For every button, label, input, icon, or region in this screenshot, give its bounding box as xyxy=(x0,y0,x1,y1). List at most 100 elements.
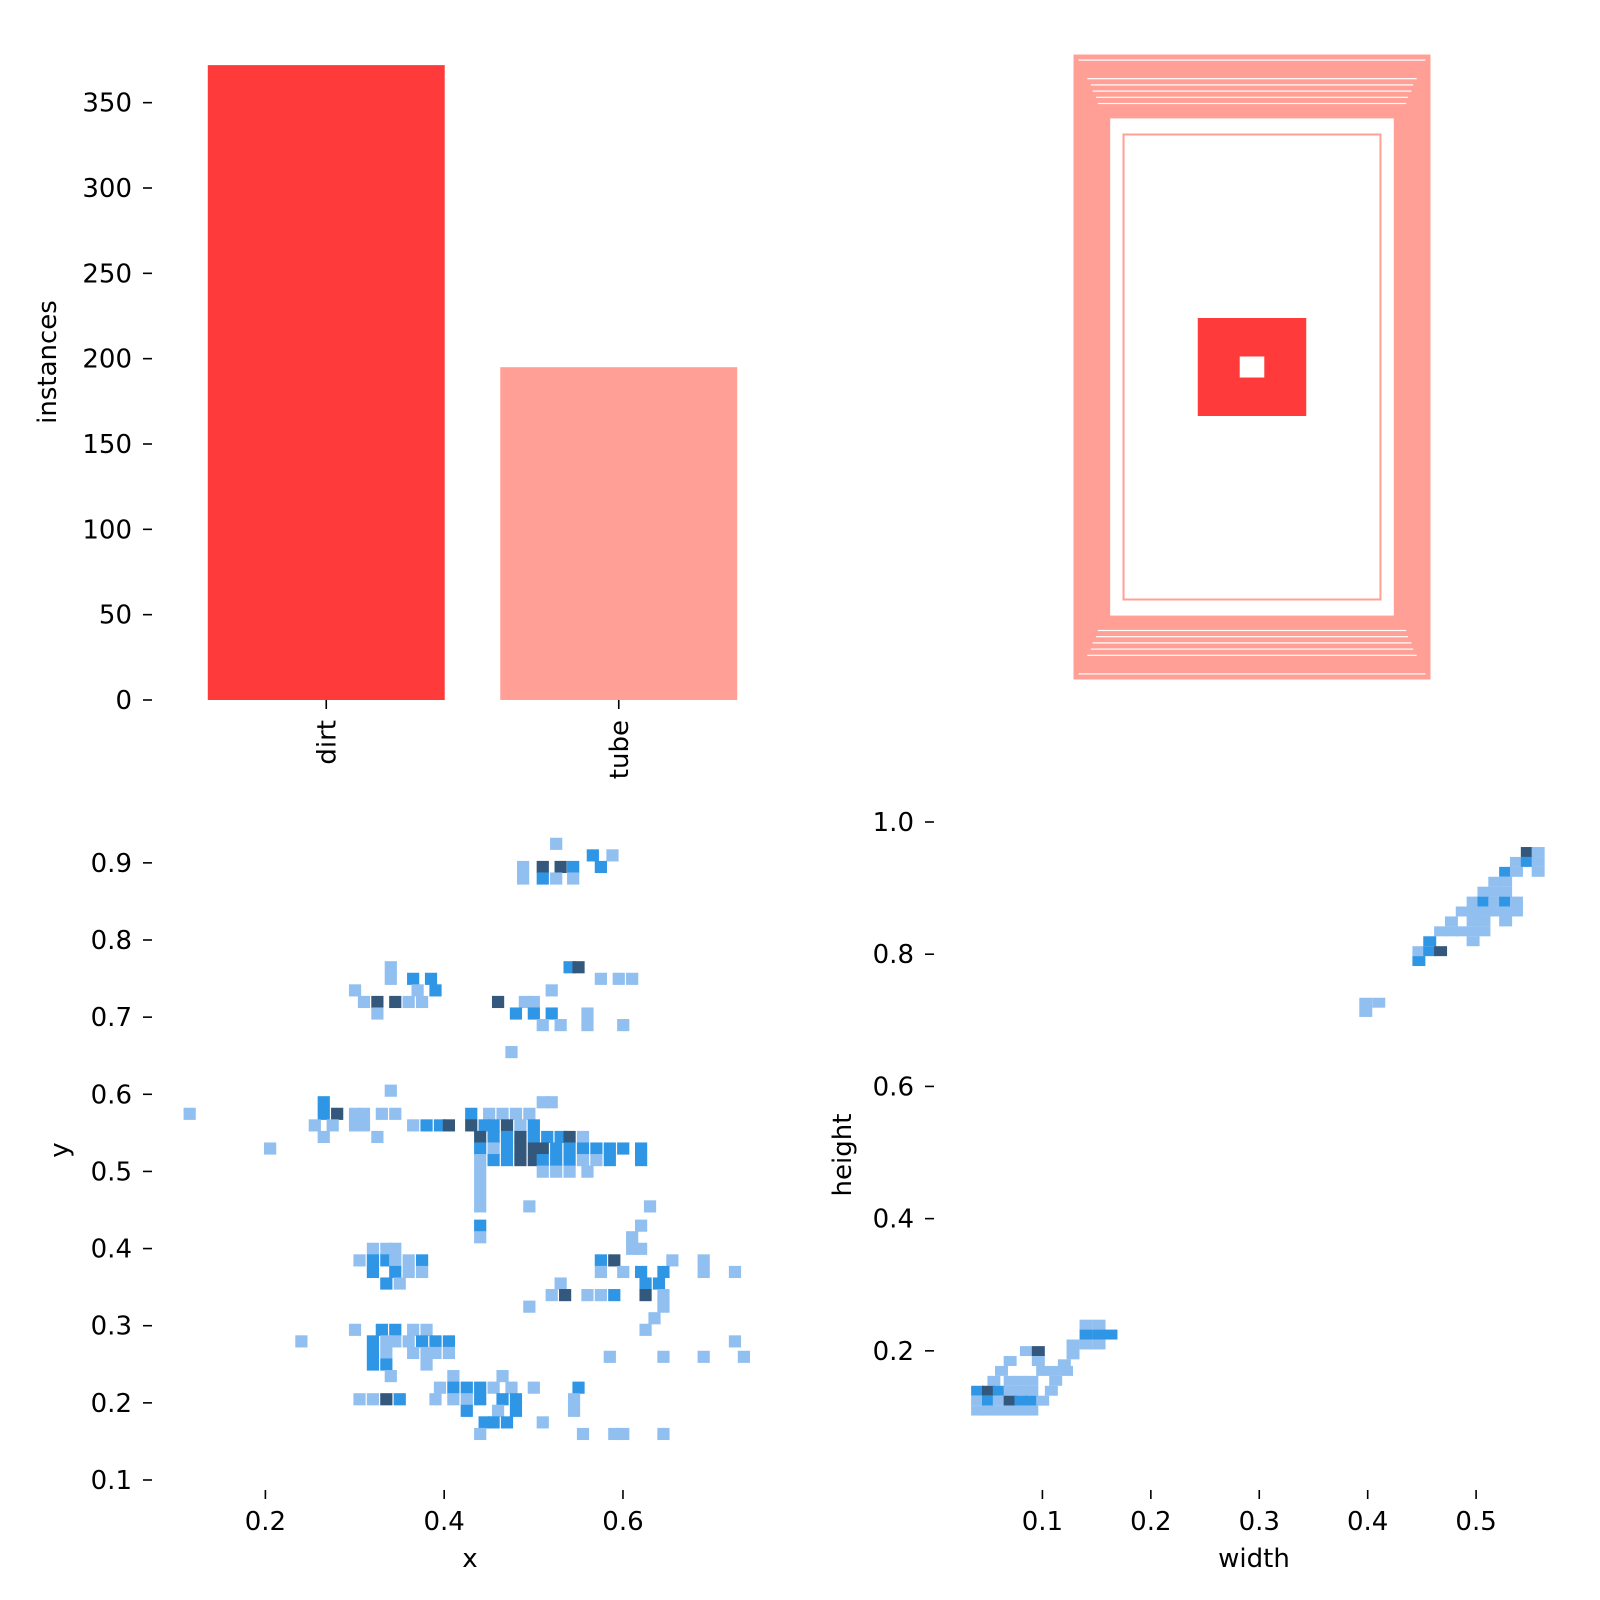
xy-hist-cell xyxy=(634,1154,648,1167)
xy-hist-cell xyxy=(500,1119,514,1132)
wh-hist-cell xyxy=(1019,1346,1033,1357)
xy-hist-cell xyxy=(606,849,619,862)
xy-hist-cell xyxy=(442,1119,456,1132)
xy-hist-cell xyxy=(652,1277,666,1290)
xy-hist-cell xyxy=(581,1019,594,1032)
class-count-bar-chart: 0 50 100 150 200 250 300 350 dirt tube instances xyxy=(33,65,738,779)
xy-hist-cell xyxy=(657,1427,670,1441)
xy-hist-cell xyxy=(483,1107,496,1120)
xy-hist-cell xyxy=(380,1393,393,1406)
wh-hist-cell xyxy=(1520,856,1534,867)
box-overlay-marks xyxy=(1073,54,1431,680)
bar-y-tick-label: 300 xyxy=(82,174,132,204)
wh-hist-cell xyxy=(992,1385,1006,1396)
wh-hist-cell xyxy=(1423,936,1437,947)
xy-hist-cell xyxy=(516,872,530,885)
xy-hist-cell xyxy=(317,1096,330,1109)
xy-hist-cell xyxy=(505,1381,518,1394)
bar-y-axis-ticks: 0 50 100 150 200 250 300 350 xyxy=(82,89,152,716)
wh-hist-cell xyxy=(1509,866,1523,877)
xy-hist-cell xyxy=(487,1154,500,1167)
xy-histogram-cells xyxy=(183,837,751,1441)
wh-hist-cell xyxy=(981,1405,995,1416)
xy-hist-cell xyxy=(523,1107,536,1120)
xy-hist-cell xyxy=(460,1381,473,1394)
xy-hist-cell xyxy=(567,860,580,874)
box-overlay-chart xyxy=(1073,54,1431,680)
large-box-outline xyxy=(1080,70,1424,664)
wh-hist-cell xyxy=(1509,896,1523,907)
xy-hist-cell xyxy=(554,1019,567,1032)
xy-hist-cell xyxy=(536,872,549,885)
xy-hist-cell xyxy=(603,1154,616,1167)
wh-hist-cell xyxy=(971,1385,985,1396)
wh-hist-cell xyxy=(971,1395,985,1406)
xy-hist-cell xyxy=(666,1254,679,1267)
xy-y-axis-ticks: 0.1 0.2 0.3 0.4 0.5 0.6 0.7 0.8 0.9 xyxy=(91,849,152,1496)
wh-y-axis-label: height xyxy=(828,1114,858,1197)
large-box-outline xyxy=(1082,73,1422,661)
xy-hist-cell xyxy=(608,1254,621,1267)
large-box-outline xyxy=(1101,110,1403,624)
wh-x-tick-label: 0.2 xyxy=(1130,1507,1171,1537)
wh-hist-cell xyxy=(1003,1405,1017,1416)
xy-hist-cell xyxy=(509,1007,523,1020)
xy-hist-cell xyxy=(536,1154,549,1167)
xy-hist-cell xyxy=(509,1393,523,1406)
wh-hist-cell xyxy=(1014,1395,1028,1406)
xy-hist-cell xyxy=(491,1404,505,1417)
wh-hist-cell xyxy=(1092,1329,1106,1340)
wh-y-tick-label: 1.0 xyxy=(873,808,914,838)
wh-hist-cell xyxy=(1014,1385,1028,1396)
bar-y-tick-label: 350 xyxy=(82,89,132,119)
xy-y-tick-label: 0.6 xyxy=(91,1080,132,1110)
xy-x-tick-label: 0.6 xyxy=(602,1507,643,1537)
xy-hist-cell xyxy=(331,1107,344,1120)
xy-hist-cell xyxy=(407,1323,420,1336)
xy-hist-cell xyxy=(545,1007,558,1020)
wh-hist-cell xyxy=(1531,847,1545,857)
bar-dirt xyxy=(207,65,445,701)
wh-hist-cell xyxy=(1025,1395,1039,1406)
xy-hist-cell xyxy=(594,860,607,874)
xy-hist-cell xyxy=(567,1404,581,1417)
xy-hist-cell xyxy=(491,995,505,1009)
xy-hist-cell xyxy=(603,1142,616,1155)
xy-hist-cell xyxy=(639,1323,652,1336)
small-box-outline xyxy=(1234,351,1270,383)
xy-hist-cell xyxy=(550,837,563,850)
wh-hist-cell xyxy=(1057,1359,1071,1370)
xy-hist-cell xyxy=(308,1119,321,1132)
xy-hist-cell xyxy=(366,1358,380,1371)
xy-hist-cell xyxy=(375,1107,388,1120)
large-box-outline xyxy=(1092,97,1412,637)
xy-y-tick-label: 0.9 xyxy=(91,849,132,879)
xy-x-axis-ticks: 0.2 0.4 0.6 xyxy=(245,1490,644,1537)
wh-hist-cell xyxy=(1036,1365,1050,1376)
xy-hist-cell xyxy=(429,1335,442,1348)
large-box-outline xyxy=(1103,113,1401,621)
xy-hist-cell xyxy=(594,1289,607,1302)
xy-hist-cell xyxy=(509,1404,523,1417)
xy-y-tick-label: 0.8 xyxy=(91,926,132,956)
wh-hist-cell xyxy=(1044,1385,1058,1396)
xy-histogram-chart: 0.2 0.4 0.6 0.10.20.30.40.50.60.70.80.9 x … xyxy=(45,837,751,1574)
xy-y-tick-label: 0.7 xyxy=(91,1003,132,1033)
wh-hist-cell xyxy=(1104,1329,1118,1340)
xy-hist-cell xyxy=(402,995,415,1009)
xy-hist-cell xyxy=(402,1254,415,1267)
xy-hist-cell xyxy=(317,1107,330,1120)
xy-hist-cell xyxy=(496,1393,509,1406)
wh-x-axis-label: width xyxy=(1218,1544,1290,1574)
xy-hist-cell xyxy=(536,1416,549,1429)
xy-hist-cell xyxy=(527,1007,540,1020)
xy-hist-cell xyxy=(567,1393,581,1406)
wh-hist-cell xyxy=(1509,856,1523,867)
wh-hist-cell xyxy=(1412,946,1426,957)
wh-x-axis-ticks: 0.1 0.2 0.3 0.4 0.5 xyxy=(1022,1490,1497,1537)
wh-hist-cell xyxy=(994,1365,1008,1376)
wh-hist-cell xyxy=(1455,906,1469,917)
xy-hist-cell xyxy=(474,1130,487,1144)
wh-hist-cell xyxy=(1031,1356,1045,1366)
wh-x-tick-label: 0.4 xyxy=(1347,1507,1388,1537)
